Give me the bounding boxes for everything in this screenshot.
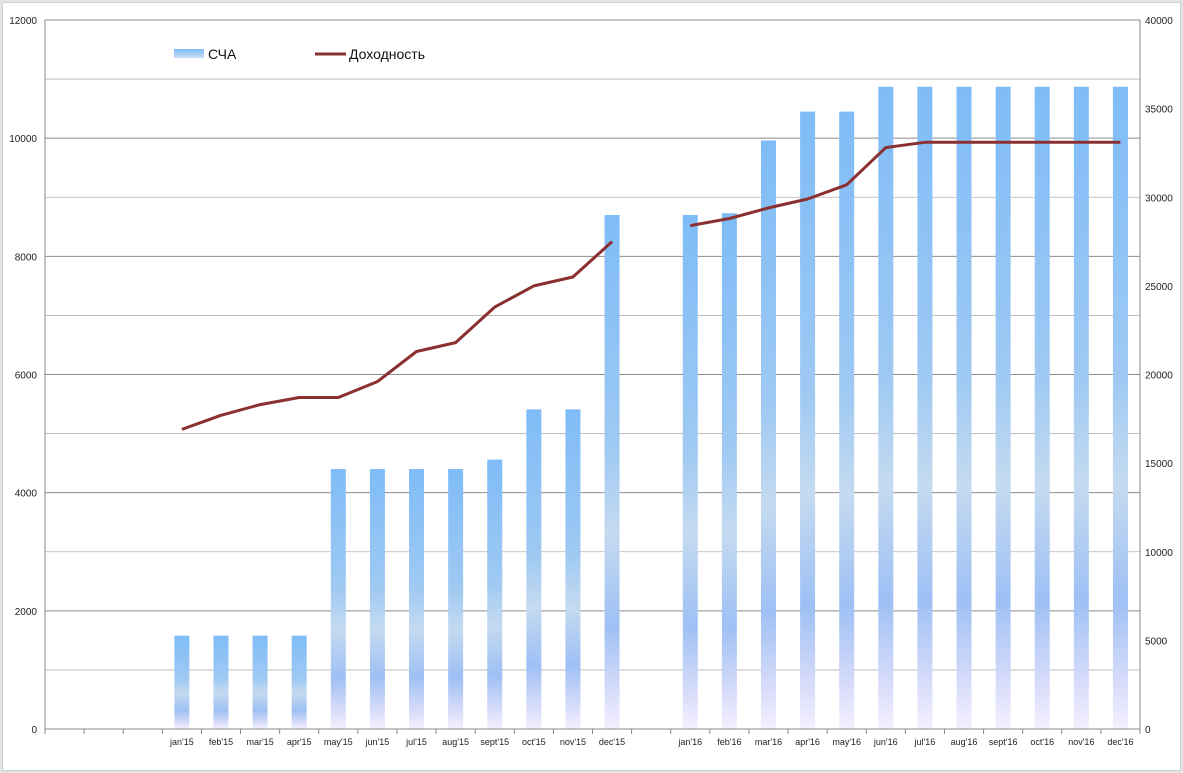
x-tick-label-aug'16: aug'16 xyxy=(951,737,978,747)
bar-apr'16 xyxy=(800,111,816,730)
line-segment-1 xyxy=(181,240,614,431)
bar-dec'15 xyxy=(604,214,620,730)
x-tick-label-dec'15: dec'15 xyxy=(599,737,625,747)
y-right-tick-label: 40000 xyxy=(1145,16,1173,27)
bar-jun'15 xyxy=(369,469,385,729)
legend: СЧА Доходность xyxy=(174,46,425,62)
bar-sept'16 xyxy=(995,86,1011,730)
bar-mar'15 xyxy=(252,635,268,729)
combo-chart: 0 2000 4000 6000 8000 10000 12000 0 5000 10000 150… xyxy=(9,16,1173,747)
bar-jul'15 xyxy=(409,469,425,729)
bar-nov'15 xyxy=(565,409,581,729)
x-tick-label-may'16: may'16 xyxy=(832,737,861,747)
legend-label-dohodnost: Доходность xyxy=(349,46,425,62)
y-right-tick-label: 35000 xyxy=(1145,105,1173,116)
y-right-tick-label: 10000 xyxy=(1145,548,1173,559)
y-left-tick-label: 6000 xyxy=(15,371,38,382)
legend-label-scha: СЧА xyxy=(208,46,237,62)
line-series-dohodnost xyxy=(181,140,1121,431)
bar-oct'15 xyxy=(526,409,542,729)
bar-dec'16 xyxy=(1112,86,1128,730)
x-tick-label-jun'16: jun'16 xyxy=(873,737,898,747)
x-tick-label-apr'16: apr'16 xyxy=(795,737,820,747)
x-tick-label-may'15: may'15 xyxy=(324,737,353,747)
bar-mar'16 xyxy=(760,140,776,729)
bar-series-scha xyxy=(174,86,1128,730)
bar-may'16 xyxy=(839,111,855,730)
y-left-tick-label: 12000 xyxy=(9,16,37,27)
bar-sept'15 xyxy=(487,459,503,729)
y-left-tick-label: 2000 xyxy=(15,607,38,618)
x-tick-label-jul'16: jul'16 xyxy=(914,737,936,747)
x-tick-label-apr'15: apr'15 xyxy=(287,737,312,747)
bar-apr'15 xyxy=(291,635,307,729)
x-tick-label-sept'16: sept'16 xyxy=(989,737,1018,747)
bar-jul'16 xyxy=(917,86,933,730)
x-tick-label-aug'15: aug'15 xyxy=(442,737,469,747)
x-tick-label-nov'15: nov'15 xyxy=(560,737,586,747)
x-tick-label-mar'16: mar'16 xyxy=(755,737,782,747)
y-right-tick-label: 15000 xyxy=(1145,459,1173,470)
gridlines xyxy=(45,19,1140,730)
bar-nov'16 xyxy=(1073,86,1089,730)
legend-swatch-scha xyxy=(174,49,204,58)
bar-aug'16 xyxy=(956,86,972,730)
y-right-tick-label: 20000 xyxy=(1145,371,1173,382)
bar-jan'15 xyxy=(174,635,190,729)
y-right-tick-label: 25000 xyxy=(1145,282,1173,293)
bar-oct'16 xyxy=(1034,86,1050,730)
x-tick-label-nov'16: nov'16 xyxy=(1068,737,1094,747)
bar-aug'15 xyxy=(448,469,464,729)
x-tick-label-jul'15: jul'15 xyxy=(405,737,427,747)
y-left-tick-label: 0 xyxy=(31,725,37,736)
x-tick-label-mar'15: mar'15 xyxy=(246,737,273,747)
bar-feb'15 xyxy=(213,635,229,729)
x-tick-label-jan'16: jan'16 xyxy=(677,737,702,747)
bar-jun'16 xyxy=(878,86,894,730)
x-tick-label-oct'15: oct'15 xyxy=(522,737,546,747)
bar-jan'16 xyxy=(682,214,698,730)
y-left-tick-label: 4000 xyxy=(15,489,38,500)
y-left-tick-label: 8000 xyxy=(15,252,38,263)
y-right-tick-label: 5000 xyxy=(1145,636,1168,647)
x-tick-label-feb'15: feb'15 xyxy=(209,737,233,747)
y-left-tick-label: 10000 xyxy=(9,134,37,145)
x-tick-label-oct'16: oct'16 xyxy=(1030,737,1054,747)
x-tick-label-sept'15: sept'15 xyxy=(480,737,509,747)
y-right-tick-label: 0 xyxy=(1145,725,1151,736)
axis-labels: 0 2000 4000 6000 8000 10000 12000 0 5000 10000 150… xyxy=(9,16,1173,747)
x-tick-label-jun'15: jun'15 xyxy=(365,737,390,747)
x-tick-label-dec'16: dec'16 xyxy=(1107,737,1133,747)
bar-may'15 xyxy=(330,469,346,729)
y-right-tick-label: 30000 xyxy=(1145,193,1173,204)
bar-feb'16 xyxy=(721,213,737,729)
axes xyxy=(44,20,1141,734)
x-tick-label-jan'15: jan'15 xyxy=(169,737,194,747)
x-tick-label-feb'16: feb'16 xyxy=(717,737,741,747)
line-segment-2 xyxy=(690,140,1121,228)
